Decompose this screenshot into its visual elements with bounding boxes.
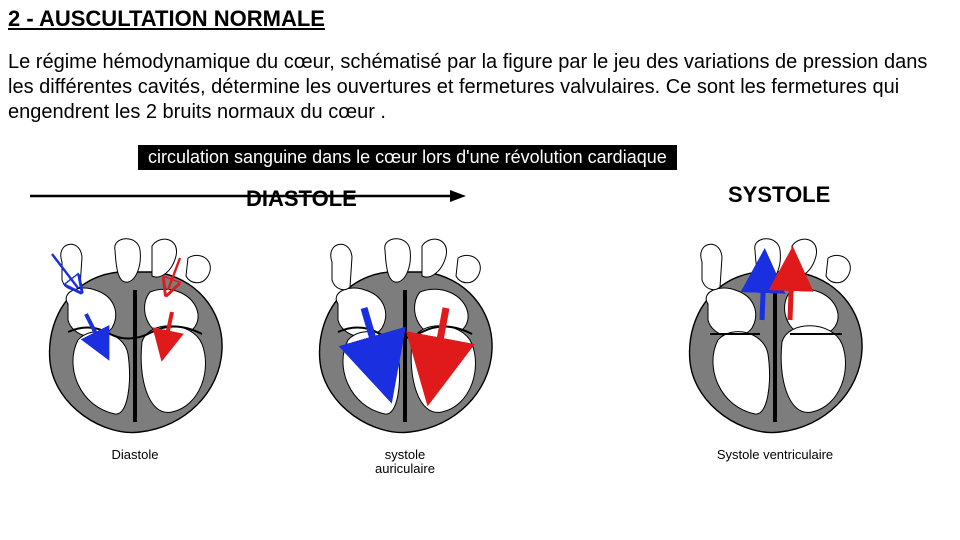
heart-diastole-icon (20, 232, 250, 442)
banner-strip: circulation sanguine dans le cœur lors d… (138, 145, 677, 170)
phase-label-systole: SYSTOLE (728, 182, 830, 208)
heart-caption: systoleauriculaire (375, 448, 435, 477)
heart-panel-atrial-systole: systoleauriculaire (290, 232, 520, 477)
section-heading: 2 - AUSCULTATION NORMALE (8, 6, 952, 32)
heart-caption: Systole ventriculaire (717, 448, 833, 462)
heart-panel-ventricular-systole: Systole ventriculaire (660, 232, 890, 477)
heart-ventricular-systole-icon (660, 232, 890, 442)
phase-label-diastole: DIASTOLE (246, 186, 357, 212)
heart-diagram-row: Diastole (8, 232, 952, 477)
heart-caption: Diastole (112, 448, 159, 462)
heart-atrial-systole-icon (290, 232, 520, 442)
heart-panel-diastole: Diastole (20, 232, 250, 477)
intro-paragraph: Le régime hémodynamique du cœur, schémat… (8, 50, 952, 125)
